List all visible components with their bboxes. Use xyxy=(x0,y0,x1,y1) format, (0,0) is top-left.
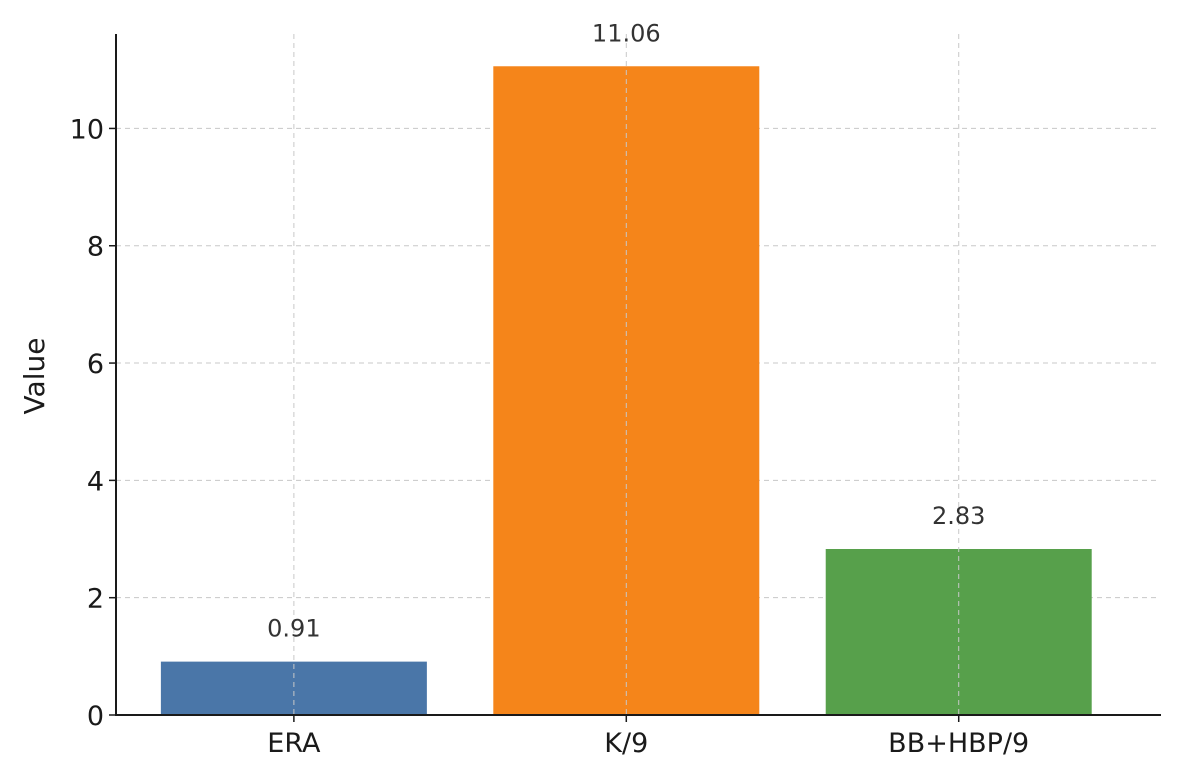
y-tick-label: 10 xyxy=(70,114,104,145)
y-axis-title: Value xyxy=(18,338,51,415)
data-label: 11.06 xyxy=(592,19,661,47)
y-tick-label: 4 xyxy=(87,466,104,497)
y-tick-label: 2 xyxy=(87,584,104,615)
data-label: 0.91 xyxy=(267,615,320,643)
y-tick-label: 8 xyxy=(87,232,104,263)
ticks: 0 2 4 6 8 10 ERA K/9 BB+HBP/9 xyxy=(70,114,1030,759)
x-tick-label: K/9 xyxy=(604,728,648,759)
axes xyxy=(115,34,1161,716)
bar-k-9 xyxy=(493,66,760,715)
y-tick-label: 6 xyxy=(87,349,104,380)
data-labels: 0.91 11.06 2.83 xyxy=(267,19,985,642)
y-tick-label: 0 xyxy=(87,701,104,732)
x-tick-label: ERA xyxy=(267,728,321,759)
bar-era xyxy=(160,661,427,715)
bars xyxy=(160,34,1092,715)
x-tick-label: BB+HBP/9 xyxy=(888,728,1029,759)
data-label: 2.83 xyxy=(932,502,985,530)
